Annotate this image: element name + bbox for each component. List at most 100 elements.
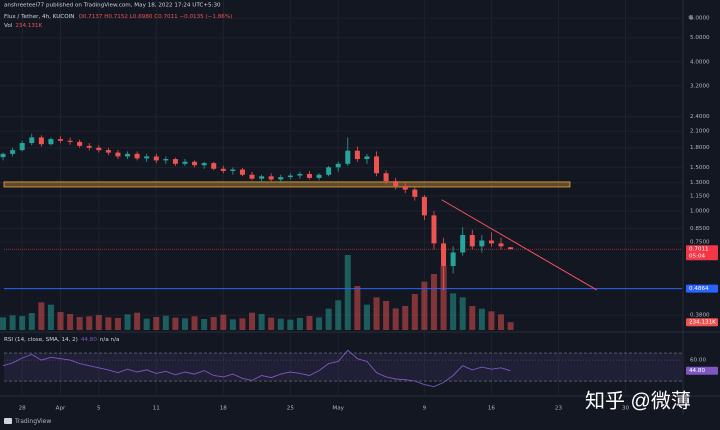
logo-icon <box>4 418 12 424</box>
volume-bar <box>105 317 112 330</box>
volume-bar <box>124 314 131 330</box>
candle-body <box>287 175 293 178</box>
x-tick-label: 30 <box>622 406 630 412</box>
y-tick-label: 1.3000 <box>690 180 710 186</box>
candle-body <box>115 152 121 157</box>
volume-bar <box>143 318 150 330</box>
volume-value: 234.131K <box>15 23 42 29</box>
level-label-box <box>686 284 718 293</box>
volume-bar <box>47 304 54 330</box>
volume-label-box <box>686 318 718 327</box>
candle-body <box>134 153 140 159</box>
candle-body <box>441 243 447 266</box>
candle-body <box>412 189 418 197</box>
y-tick-label: 0.8500 <box>690 226 710 232</box>
volume-bar <box>354 286 361 330</box>
candle-body <box>364 156 370 160</box>
volume-bar <box>402 306 409 330</box>
x-tick-label: 9 <box>423 406 427 412</box>
candle-body <box>67 140 73 142</box>
quote: O0.7137 H0.7152 L0.6980 C0.7011 −0.0135 … <box>78 14 232 20</box>
volume-bar <box>411 294 418 330</box>
volume-bar <box>0 317 7 330</box>
volume-bar <box>430 274 437 330</box>
candle-body <box>268 176 274 180</box>
x-tick-label: 23 <box>555 406 563 412</box>
y-tick-label: 2.4000 <box>690 114 710 120</box>
volume-bar <box>383 301 390 330</box>
candle-body <box>105 150 111 153</box>
volume-bar <box>421 281 428 330</box>
volume-bar <box>134 312 141 330</box>
rsi-value: 44.80 <box>81 337 97 343</box>
volume-bar <box>287 319 294 330</box>
candle-body <box>163 159 169 161</box>
volume-bar <box>57 312 64 330</box>
support-zone <box>3 181 571 188</box>
level-label-text: 0.4864 <box>689 286 709 292</box>
volume-bar <box>191 316 198 330</box>
y-tick-label: 3.2000 <box>690 83 710 89</box>
volume-bar <box>162 315 169 330</box>
candle-body <box>182 161 188 164</box>
candle-body <box>316 174 322 178</box>
volume-bar <box>325 308 332 330</box>
candle-body <box>230 169 236 171</box>
volume-bar <box>210 317 217 330</box>
trendline <box>441 199 598 291</box>
volume-bar <box>507 322 514 330</box>
candle-body <box>402 186 408 190</box>
volume-bar <box>67 314 74 330</box>
y-tick-label: 0.3800 <box>690 313 710 319</box>
volume-bar <box>392 308 399 330</box>
x-tick-label: 11 <box>153 406 161 412</box>
rsi-band <box>4 353 682 382</box>
candle-body <box>259 176 265 179</box>
volume-bar <box>114 318 121 330</box>
volume-label-text: 234.131K <box>689 320 716 326</box>
candle-body <box>77 141 83 146</box>
x-tick-label: May <box>332 406 344 412</box>
candle-body <box>29 137 35 144</box>
volume-bar <box>498 314 505 330</box>
volume-bar <box>316 317 323 330</box>
candle-body <box>460 235 466 253</box>
volume-bar <box>201 319 208 330</box>
volume-bar <box>220 314 227 330</box>
y-tick-label: 1.1500 <box>690 193 710 199</box>
candle-body <box>498 243 504 247</box>
x-tick-label: Apr <box>56 406 66 412</box>
y-tick-label: 0.7500 <box>690 239 710 245</box>
volume-bar <box>229 319 236 330</box>
volume-bar <box>335 300 342 330</box>
candle-body <box>96 147 102 151</box>
candle-body <box>374 156 380 174</box>
volume-bar <box>9 315 16 330</box>
settings-icon[interactable]: ⚙ <box>688 15 693 22</box>
candle-body <box>125 153 131 157</box>
x-tick-label: 28 <box>19 406 27 412</box>
candle-body <box>192 161 198 166</box>
candle-body <box>297 173 303 176</box>
volume-bar <box>258 314 265 330</box>
candle-body <box>249 174 255 179</box>
volume-bar <box>268 317 275 330</box>
volume-bar <box>95 315 102 330</box>
volume-bar <box>373 297 380 330</box>
candle-body <box>38 137 44 145</box>
candle-body <box>58 139 63 141</box>
y-tick-label: 1.5000 <box>690 165 710 171</box>
rsi-line: RSI (14, close, SMA, 14, 2) 44.80 n/a n/a <box>4 337 119 343</box>
volume-bar <box>28 313 35 330</box>
candle-body <box>48 139 54 145</box>
volume-bar <box>181 318 188 330</box>
candle-body <box>278 177 284 180</box>
candle-body <box>201 163 207 166</box>
volume-bar <box>19 316 26 330</box>
x-tick-label: 16 <box>488 406 496 412</box>
candle-body <box>306 173 312 178</box>
volume-bar <box>306 316 313 330</box>
y-tick-label: 5.0000 <box>690 35 710 41</box>
